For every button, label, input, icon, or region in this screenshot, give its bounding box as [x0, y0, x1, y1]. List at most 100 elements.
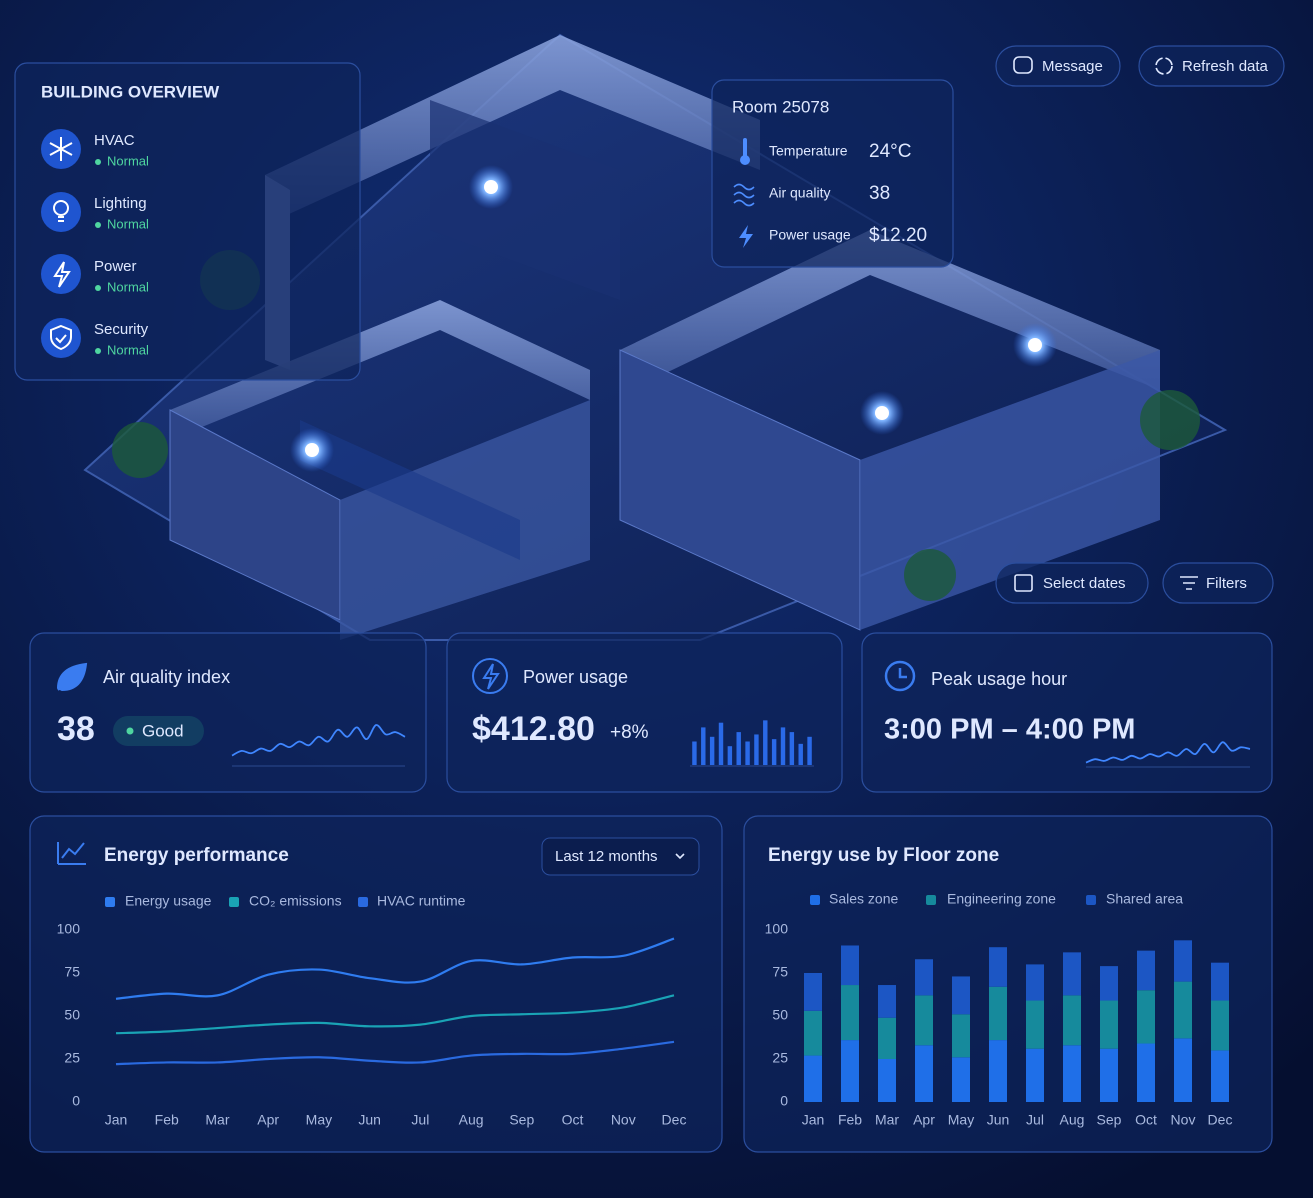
bar-segment — [1100, 1000, 1118, 1049]
bar-segment — [915, 959, 933, 996]
x-tick-label: Jan — [105, 1112, 128, 1128]
filters-button[interactable]: Filters — [1162, 562, 1274, 604]
period-dropdown[interactable]: Last 12 months — [541, 837, 700, 876]
legend-label: Shared area — [1106, 891, 1183, 907]
spark-bar — [780, 727, 786, 765]
system-status: Normal — [107, 153, 149, 168]
spark-bar — [736, 732, 741, 765]
x-tick-label: Aug — [459, 1112, 484, 1128]
system-label: Power — [94, 258, 137, 275]
bar-segment — [841, 1040, 859, 1102]
refresh-button[interactable]: Refresh data — [1138, 45, 1285, 87]
system-status: Normal — [107, 279, 149, 294]
status-dot — [95, 285, 101, 291]
power-kpi-icon — [472, 658, 508, 694]
spark-bar — [754, 734, 759, 765]
bar-segment — [1174, 981, 1192, 1039]
y-tick-label: 100 — [765, 921, 789, 937]
metric-value: 38 — [869, 183, 890, 204]
spark-bar — [727, 746, 733, 765]
bar-segment — [1063, 952, 1081, 996]
bar-segment — [878, 1017, 896, 1059]
legend-swatch — [229, 897, 239, 907]
bar-segment — [989, 947, 1007, 987]
peak-card — [861, 632, 1273, 793]
series-line — [115, 937, 675, 1000]
x-tick-label: Oct — [1135, 1112, 1157, 1128]
message-label[interactable]: Message — [1042, 58, 1103, 75]
bar-segment — [915, 1045, 933, 1102]
bar-segment — [1211, 1050, 1229, 1102]
y-tick-label: 75 — [64, 964, 80, 980]
x-tick-label: Nov — [611, 1112, 636, 1128]
x-tick-label: Dec — [662, 1112, 687, 1128]
refresh-label[interactable]: Refresh data — [1182, 58, 1269, 75]
spark-bar — [807, 736, 812, 765]
air-quality-value: 38 — [57, 710, 95, 748]
sparkline — [231, 724, 406, 757]
spark-bar — [745, 741, 750, 765]
y-tick-label: 0 — [72, 1093, 80, 1109]
overview-panel: BUILDING OVERVIEW — [14, 62, 361, 381]
filters-label[interactable]: Filters — [1206, 575, 1247, 592]
x-tick-label: Mar — [875, 1112, 899, 1128]
bar-segment — [1211, 962, 1229, 1001]
bar-segment — [1026, 1000, 1044, 1049]
good-badge-label: Good — [142, 721, 184, 740]
good-badge — [113, 716, 204, 746]
y-tick-label: 50 — [772, 1007, 788, 1023]
bar-segment — [1026, 964, 1044, 1001]
y-tick-label: 25 — [772, 1050, 788, 1066]
bar-segment — [804, 973, 822, 1011]
system-label: HVAC — [94, 132, 135, 149]
system-status: Normal — [107, 216, 149, 231]
security-icon — [41, 318, 81, 358]
legend-swatch — [105, 897, 115, 907]
message-button[interactable]: Message — [995, 45, 1121, 87]
x-tick-label: Aug — [1060, 1112, 1085, 1128]
status-dot — [95, 222, 101, 228]
bar-segment — [1100, 966, 1118, 1001]
period-label[interactable]: Last 12 months — [555, 848, 658, 865]
power-icon — [41, 254, 81, 294]
status-dot — [95, 348, 101, 354]
metric-value: 24°C — [869, 141, 911, 162]
bar-segment — [952, 976, 970, 1015]
y-tick-label: 50 — [64, 1007, 80, 1023]
x-tick-label: Mar — [205, 1112, 229, 1128]
x-tick-label: Jul — [1026, 1112, 1044, 1128]
metric-label: Air quality — [769, 185, 830, 201]
bar-segment — [878, 985, 896, 1018]
legend-label: CO₂ emissions — [249, 893, 342, 909]
bar-segment — [841, 985, 859, 1041]
spark-bar — [701, 727, 706, 765]
spark-bar — [709, 736, 715, 765]
lighting-icon — [41, 192, 81, 232]
bar-segment — [989, 1040, 1007, 1102]
status-dot — [95, 159, 101, 165]
building-illustration — [83, 33, 1228, 641]
legend-label: Sales zone — [829, 891, 898, 907]
x-tick-label: May — [306, 1112, 332, 1128]
sparkline — [1085, 741, 1251, 764]
legend-label: Energy usage — [125, 893, 212, 909]
metric-value: $12.20 — [869, 225, 927, 246]
spark-bar — [771, 739, 777, 765]
bar-segment — [1211, 1000, 1229, 1051]
power-change: +8% — [610, 722, 649, 743]
select-dates-label[interactable]: Select dates — [1043, 575, 1126, 592]
bar-segment — [1026, 1048, 1044, 1102]
metric-label: Power usage — [769, 227, 851, 243]
bar-segment — [804, 1010, 822, 1056]
bar-segment — [1100, 1048, 1118, 1102]
x-tick-label: May — [948, 1112, 974, 1128]
x-tick-label: Oct — [562, 1112, 584, 1128]
legend-swatch — [358, 897, 368, 907]
bar-segment — [952, 1014, 970, 1058]
spark-bar — [789, 732, 795, 765]
chart-icon — [57, 842, 86, 865]
y-tick-label: 25 — [64, 1050, 80, 1066]
series-line — [115, 994, 675, 1035]
select-dates-button[interactable]: Select dates — [995, 562, 1149, 604]
